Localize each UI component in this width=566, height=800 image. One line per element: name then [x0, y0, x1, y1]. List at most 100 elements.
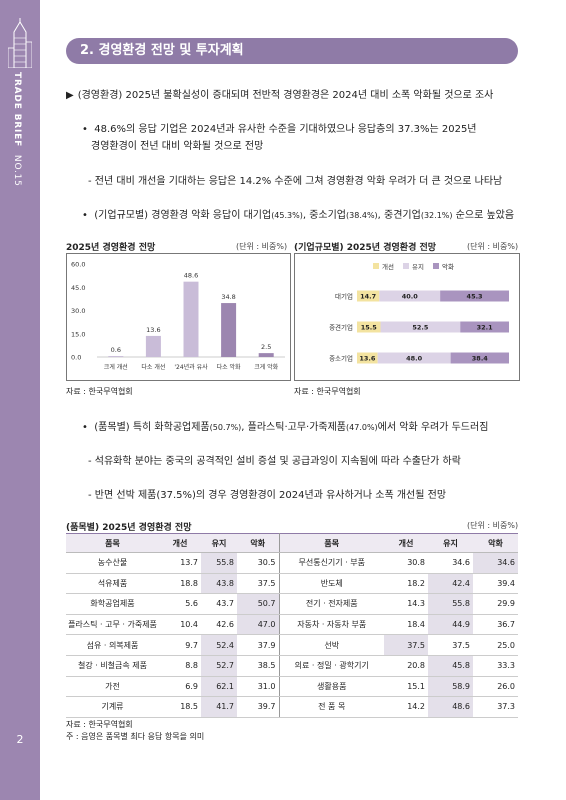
segment-label: 48.0 — [406, 355, 423, 363]
item-name-cell: 생활용품 — [279, 676, 384, 698]
stack-segment — [379, 290, 441, 302]
item-name-cell: 무선통신기기 · 부품 — [279, 552, 384, 574]
x-tick-label: '24년과 유사 — [174, 363, 208, 371]
bar — [108, 356, 124, 357]
item-name-cell: 석유제품 — [66, 573, 159, 595]
bullet-1-cont: 경영환경이 전년 대비 악화될 것으로 전망 — [91, 141, 264, 152]
category-label: 대기업 — [335, 292, 353, 301]
value-cell: 15.1 — [384, 676, 428, 698]
chart1-box: 60.0 45.0 30.0 15.0 0.0 0.6 크게 개선 13.6 다소 개선 48.6… — [66, 253, 291, 381]
value-cell: 55.8 — [428, 593, 473, 615]
value-cell: 62.1 — [201, 676, 237, 698]
chart2-source: 자료 : 한국무역협회 — [294, 387, 361, 396]
value-cell: 43.7 — [201, 593, 237, 615]
stack-segment — [377, 352, 451, 364]
bullet-1-sub: - 전년 대비 개선을 기대하는 응답은 14.2% 수준에 그쳐 경영환경 악… — [88, 176, 503, 187]
stack-segment — [460, 321, 509, 333]
value-cell: 42.4 — [428, 573, 473, 595]
value-cell: 5.6 — [159, 593, 201, 615]
x-tick-label: 다소 개선 — [141, 363, 165, 371]
chart2-box: 개선 유지 악화 대기업 14.7 40.0 45.3 중견기업 15.5 52.5 32.1 중소기… — [294, 253, 520, 381]
bar — [183, 281, 199, 357]
value-cell: 37.3 — [473, 696, 518, 718]
stack-segment — [450, 352, 509, 364]
value-cell: 37.5 — [384, 634, 428, 656]
value-cell: 39.4 — [473, 573, 518, 595]
item-name-cell: 선박 — [279, 634, 384, 656]
main-point: ▶ (경영환경) 2025년 불확실성이 증대되며 전반적 경영환경은 2024년… — [66, 90, 494, 101]
legend-swatch — [433, 263, 439, 269]
item-name-cell: 의료 · 정밀 · 광학기기 — [279, 655, 384, 677]
bullet-dot: • — [82, 124, 95, 135]
value-cell: 44.9 — [428, 614, 473, 636]
table-row: 철강 · 비철금속 제품 8.8 52.7 38.5 의료 · 정밀 · 광학기기 20.… — [66, 655, 518, 677]
item-name-cell: 플라스틱 · 고무 · 가죽제품 — [66, 614, 159, 636]
y-tick-label: 30.0 — [71, 307, 85, 315]
item-name-cell: 전기 · 전자제품 — [279, 593, 384, 615]
bullet-dot: • — [82, 422, 95, 433]
bar — [258, 353, 274, 357]
data-label: 13.6 — [146, 326, 160, 334]
category-label: 중견기업 — [329, 323, 353, 332]
legend-label: 개선 — [382, 262, 394, 271]
bullet-3-sub2: - 반면 선박 제품(37.5%)의 경우 경영환경이 2024년과 유사하거나… — [88, 490, 447, 501]
table-header-cell: 유지 — [428, 533, 473, 553]
value-cell: 30.5 — [237, 552, 280, 574]
bullet-dot: • — [82, 210, 95, 221]
value-cell: 52.7 — [201, 655, 237, 677]
triangle-icon: ▶ — [66, 90, 74, 101]
table-row: 기계류 18.5 41.7 39.7 전 품 목 14.2 48.6 37.3 — [66, 696, 518, 718]
table-header-cell: 유지 — [201, 533, 237, 553]
value-cell: 18.5 — [159, 696, 201, 718]
value-cell: 18.4 — [384, 614, 428, 636]
value-cell: 13.7 — [159, 552, 201, 574]
value-cell: 6.9 — [159, 676, 201, 698]
legend-swatch — [403, 263, 409, 269]
legend-swatch — [373, 263, 379, 269]
data-label: 34.8 — [221, 293, 235, 301]
item-name-cell: 자동차 · 자동차 부품 — [279, 614, 384, 636]
value-cell: 58.9 — [428, 676, 473, 698]
value-cell: 31.0 — [237, 676, 280, 698]
value-cell: 18.2 — [384, 573, 428, 595]
chart2-unit: (단위 : 비중%) — [467, 242, 519, 251]
table-note: 주 : 음영은 품목별 최다 응답 항목을 의미 — [66, 732, 205, 741]
item-name-cell: 전 품 목 — [279, 696, 384, 718]
value-cell: 33.3 — [473, 655, 518, 677]
segment-label: 52.5 — [412, 324, 429, 332]
stack-segment — [357, 321, 381, 333]
section-title: 2. 경영환경 전망 및 투자계획 — [66, 38, 518, 64]
x-tick-label: 다소 악화 — [217, 363, 241, 371]
value-cell: 8.8 — [159, 655, 201, 677]
value-cell: 45.8 — [428, 655, 473, 677]
table-header-cell: 악화 — [237, 533, 280, 553]
chart1-unit: (단위 : 비중%) — [236, 242, 288, 251]
x-tick-label: 크게 악화 — [254, 363, 278, 371]
table-unit: (단위 : 비중%) — [467, 521, 519, 530]
value-cell: 43.8 — [201, 573, 237, 595]
table-row: 농수산물 13.7 55.8 30.5 무선통신기기 · 부품 30.8 34.6 34.6 — [66, 552, 518, 574]
table-header-cell: 품목 — [66, 533, 159, 553]
y-tick-label: 45.0 — [71, 284, 85, 292]
category-label: 중소기업 — [329, 354, 353, 363]
y-tick-label: 15.0 — [71, 330, 85, 338]
value-cell: 37.9 — [237, 634, 280, 656]
table-title: (품목별) 2025년 경영환경 전망 — [66, 523, 192, 533]
segment-label: 45.3 — [467, 293, 483, 301]
value-cell: 39.7 — [237, 696, 280, 718]
stack-segment — [380, 321, 461, 333]
x-tick-label: 크게 개선 — [104, 363, 128, 371]
value-cell: 50.7 — [237, 593, 280, 615]
segment-label: 38.4 — [472, 355, 489, 363]
item-name-cell: 섬유 · 의복제품 — [66, 634, 159, 656]
value-cell: 55.8 — [201, 552, 237, 574]
legend-label: 악화 — [442, 263, 454, 271]
table-row: 섬유 · 의복제품 9.7 52.4 37.9 선박 37.5 37.5 25.0 — [66, 634, 518, 656]
item-name-cell: 화학공업제품 — [66, 593, 159, 615]
table-header-cell: 개선 — [384, 533, 428, 553]
segment-label: 13.6 — [359, 355, 376, 363]
stack-segment — [357, 290, 380, 302]
value-cell: 52.4 — [201, 634, 237, 656]
table-header-cell: 개선 — [159, 533, 201, 553]
